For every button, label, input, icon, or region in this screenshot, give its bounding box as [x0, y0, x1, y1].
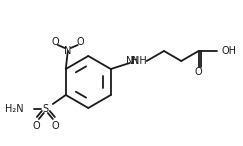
Text: N: N — [64, 46, 71, 56]
Text: NH: NH — [132, 56, 147, 66]
Text: OH: OH — [222, 46, 236, 56]
Text: O: O — [32, 121, 40, 131]
Text: H₂N: H₂N — [5, 104, 24, 114]
Text: O: O — [195, 67, 202, 77]
Text: N: N — [126, 56, 133, 66]
Text: O: O — [77, 37, 85, 47]
Text: O: O — [51, 37, 59, 47]
Text: O: O — [52, 121, 60, 131]
Text: H: H — [131, 56, 139, 66]
Text: S: S — [43, 104, 49, 114]
